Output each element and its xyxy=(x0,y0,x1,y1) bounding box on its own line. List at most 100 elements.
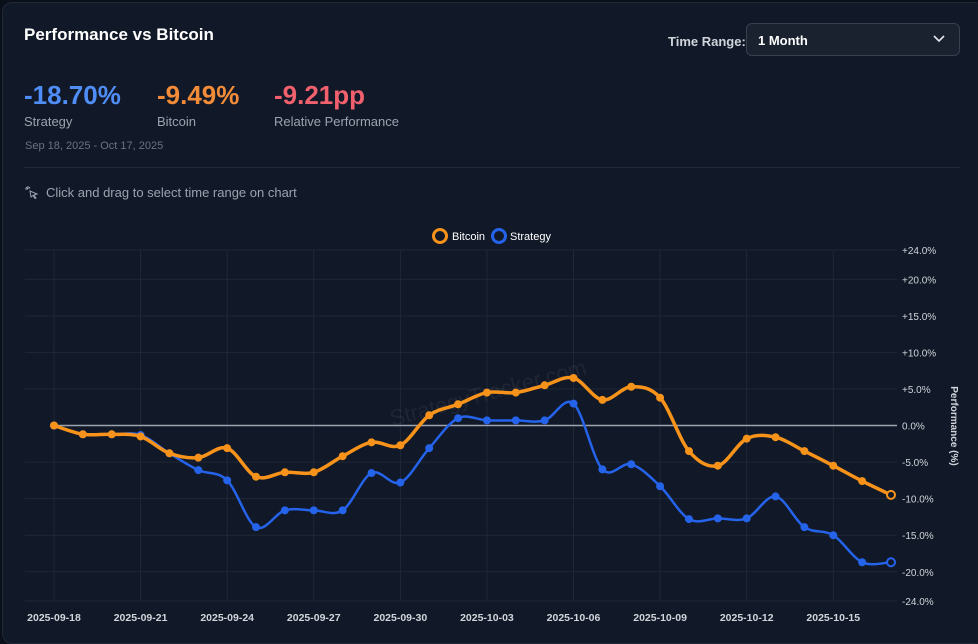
legend-item-strategy[interactable]: Strategy xyxy=(491,228,552,244)
x-tick-label: 2025-09-18 xyxy=(27,612,81,624)
drag-hint: Click and drag to select time range on c… xyxy=(25,185,297,200)
data-point-strategy[interactable] xyxy=(742,514,751,523)
legend-swatch-bitcoin xyxy=(432,228,448,244)
data-point-bitcoin[interactable] xyxy=(684,447,693,456)
data-point-strategy[interactable] xyxy=(367,469,376,478)
data-point-strategy[interactable] xyxy=(684,515,693,524)
time-range-value: 1 Month xyxy=(758,33,808,48)
data-point-strategy[interactable] xyxy=(280,506,289,515)
data-point-bitcoin[interactable] xyxy=(107,430,116,439)
data-point-bitcoin[interactable] xyxy=(454,400,463,409)
time-range-label: Time Range: xyxy=(668,34,746,49)
data-point-strategy[interactable] xyxy=(598,465,607,474)
data-point-strategy[interactable] xyxy=(194,466,203,475)
data-point-strategy[interactable] xyxy=(829,531,838,540)
data-point-bitcoin[interactable] xyxy=(569,373,578,382)
stat-value: -18.70% xyxy=(24,80,121,110)
data-point-strategy[interactable] xyxy=(771,492,780,501)
legend-label-strategy: Strategy xyxy=(510,231,551,243)
data-point-bitcoin[interactable] xyxy=(78,430,87,439)
y-axis-title: Performance (%) xyxy=(948,386,959,465)
data-point-strategy[interactable] xyxy=(511,416,520,425)
y-tick-label: +20.0% xyxy=(902,275,936,286)
y-tick-label: -20.0% xyxy=(902,568,934,579)
data-point-bitcoin[interactable] xyxy=(511,388,520,397)
data-point-bitcoin[interactable] xyxy=(713,461,722,470)
data-point-bitcoin[interactable] xyxy=(252,472,261,481)
data-point-strategy[interactable] xyxy=(223,476,232,485)
data-point-bitcoin[interactable] xyxy=(829,461,838,470)
x-tick-label: 2025-09-21 xyxy=(114,612,168,624)
data-point-bitcoin[interactable] xyxy=(367,438,376,447)
date-range: Sep 18, 2025 - Oct 17, 2025 xyxy=(25,140,164,152)
chevron-down-icon xyxy=(933,35,945,43)
data-point-bitcoin[interactable] xyxy=(482,388,491,397)
data-point-bitcoin[interactable] xyxy=(425,411,434,420)
data-point-strategy[interactable] xyxy=(656,482,665,491)
stat-bitcoin: -9.49% Bitcoin xyxy=(157,80,239,129)
data-point-strategy[interactable] xyxy=(713,514,722,523)
legend-swatch-strategy xyxy=(491,228,507,244)
x-tick-label: 2025-09-30 xyxy=(373,612,427,624)
data-point-strategy[interactable] xyxy=(569,399,578,408)
x-tick-label: 2025-10-03 xyxy=(460,612,514,624)
data-point-strategy[interactable] xyxy=(482,416,491,425)
stat-relative: -9.21pp Relative Performance xyxy=(274,80,399,129)
data-point-bitcoin[interactable] xyxy=(396,441,405,450)
data-point-strategy[interactable] xyxy=(309,506,318,515)
data-point-bitcoin[interactable] xyxy=(280,468,289,477)
cursor-click-icon xyxy=(25,186,38,199)
data-point-bitcoin[interactable] xyxy=(627,382,636,391)
series-bitcoin xyxy=(50,373,896,500)
data-point-bitcoin[interactable] xyxy=(742,434,751,443)
data-point-strategy[interactable] xyxy=(886,557,896,568)
data-point-strategy[interactable] xyxy=(425,444,434,453)
data-point-bitcoin[interactable] xyxy=(540,381,549,390)
data-point-bitcoin[interactable] xyxy=(800,447,809,456)
y-tick-label: -5.0% xyxy=(902,458,928,469)
data-point-strategy[interactable] xyxy=(396,478,405,487)
divider xyxy=(24,167,960,168)
x-tick-label: 2025-10-06 xyxy=(547,612,601,624)
x-tick-label: 2025-10-09 xyxy=(633,612,687,624)
time-range-select[interactable]: 1 Month xyxy=(746,23,960,56)
data-point-strategy[interactable] xyxy=(338,506,347,515)
data-point-bitcoin[interactable] xyxy=(50,421,58,430)
data-point-bitcoin[interactable] xyxy=(598,395,607,404)
series-strategy xyxy=(50,399,896,568)
x-tick-label: 2025-09-24 xyxy=(200,612,254,624)
data-point-strategy[interactable] xyxy=(800,523,809,532)
data-point-bitcoin[interactable] xyxy=(223,444,232,453)
y-tick-label: +10.0% xyxy=(902,348,936,359)
legend-item-bitcoin[interactable]: Bitcoin xyxy=(432,228,486,244)
data-point-strategy[interactable] xyxy=(252,523,261,532)
data-point-bitcoin[interactable] xyxy=(194,453,203,462)
y-tick-label: +5.0% xyxy=(902,385,931,396)
data-point-bitcoin[interactable] xyxy=(165,449,174,458)
stat-value: -9.21pp xyxy=(274,80,366,110)
data-point-strategy[interactable] xyxy=(454,414,463,423)
performance-chart[interactable]: +24.0% +20.0% +15.0% +10.0% +5.0% 0.0% -5.0% -1… xyxy=(0,0,978,631)
x-tick-label: 2025-10-15 xyxy=(806,612,860,624)
data-point-strategy[interactable] xyxy=(858,558,867,567)
stat-label: Strategy xyxy=(24,114,73,129)
data-point-strategy[interactable] xyxy=(627,460,636,469)
data-point-bitcoin[interactable] xyxy=(309,468,318,477)
y-tick-label: +15.0% xyxy=(902,312,936,323)
data-point-bitcoin[interactable] xyxy=(858,477,867,486)
x-tick-label: 2025-10-12 xyxy=(720,612,774,624)
y-tick-label: -10.0% xyxy=(902,495,934,506)
stat-label: Bitcoin xyxy=(157,114,197,129)
y-tick-label: +24.0% xyxy=(902,246,936,257)
legend-label-bitcoin: Bitcoin xyxy=(452,231,485,243)
card-title: Performance vs Bitcoin xyxy=(24,25,214,44)
data-point-bitcoin[interactable] xyxy=(338,452,347,461)
data-point-bitcoin[interactable] xyxy=(771,433,780,442)
data-point-strategy[interactable] xyxy=(540,416,549,425)
data-point-bitcoin[interactable] xyxy=(656,393,665,402)
data-point-bitcoin[interactable] xyxy=(136,432,145,441)
chart-legend: Bitcoin Strategy xyxy=(432,228,552,244)
data-point-bitcoin[interactable] xyxy=(886,489,896,500)
y-tick-label: -24.0% xyxy=(902,597,934,608)
